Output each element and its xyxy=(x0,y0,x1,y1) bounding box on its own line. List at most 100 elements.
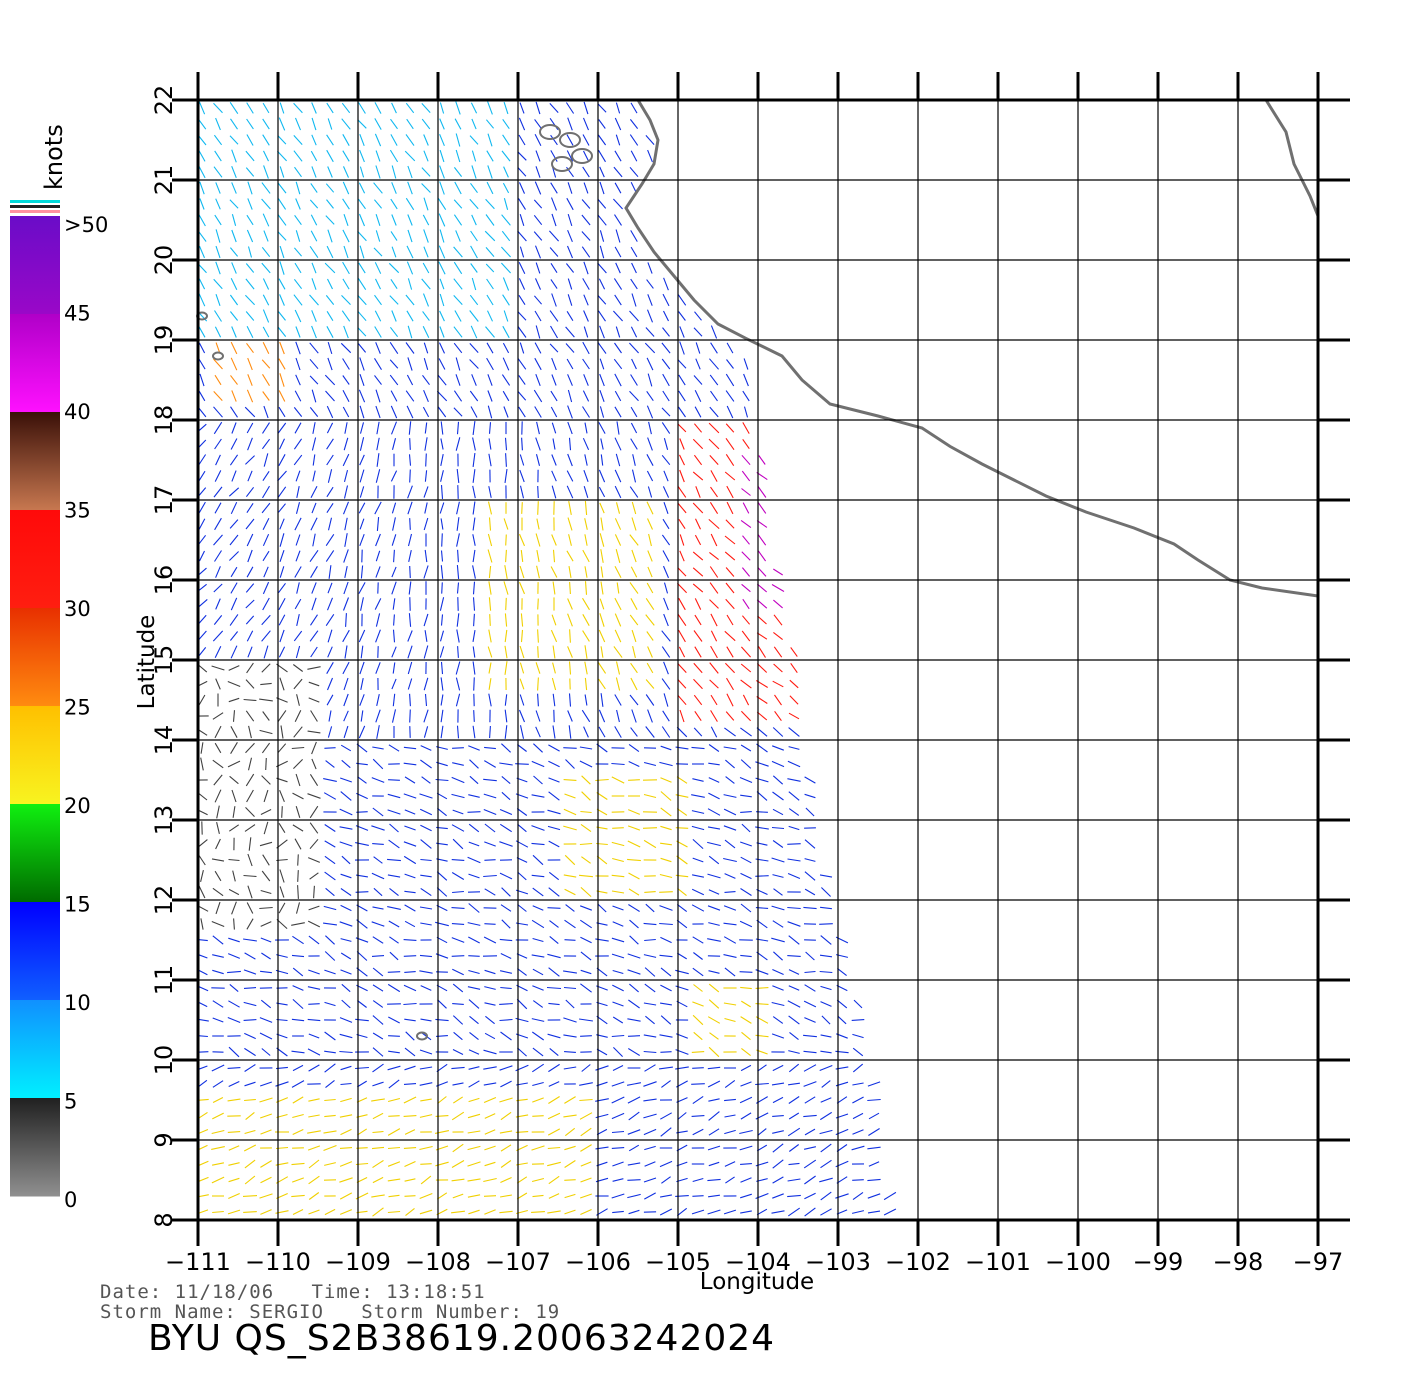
wind-vector xyxy=(438,358,446,370)
wind-vector xyxy=(403,841,417,847)
wind-vector xyxy=(755,761,769,767)
wind-vector xyxy=(835,1050,849,1054)
wind-vector xyxy=(307,666,321,670)
legend-unit-label: knots xyxy=(40,124,68,190)
wind-vector xyxy=(340,1082,352,1086)
wind-vector xyxy=(612,969,624,975)
wind-vector xyxy=(440,614,444,626)
wind-vector xyxy=(550,629,558,643)
wind-vector xyxy=(216,805,220,819)
wind-vector xyxy=(212,935,224,945)
wind-vector xyxy=(615,549,621,563)
wind-vector xyxy=(501,230,511,242)
wind-vector xyxy=(455,149,461,163)
wind-vector xyxy=(439,502,445,514)
wind-vector xyxy=(485,326,495,338)
wind-vector xyxy=(227,1131,241,1133)
wind-vector xyxy=(852,1033,864,1039)
wind-vector xyxy=(310,150,318,162)
wind-vector xyxy=(291,1194,305,1198)
wind-vector xyxy=(725,598,735,610)
wind-vector xyxy=(243,1144,257,1152)
wind-vector xyxy=(437,1096,447,1104)
wind-vector xyxy=(499,841,513,847)
wind-vector xyxy=(772,745,784,751)
wind-vector xyxy=(852,1082,864,1086)
wind-vector xyxy=(312,533,316,547)
wind-vector xyxy=(552,725,556,739)
wind-vector xyxy=(358,102,366,114)
wind-vector xyxy=(423,197,429,211)
wind-vector xyxy=(324,1114,336,1118)
wind-vector xyxy=(420,824,432,832)
wind-vector xyxy=(263,150,269,162)
wind-vector xyxy=(403,984,417,992)
wind-vector xyxy=(280,725,284,739)
wind-vector xyxy=(390,405,398,419)
wind-vector xyxy=(550,197,558,211)
wind-vector xyxy=(372,807,384,817)
wind-vector xyxy=(547,1033,561,1039)
wind-vector xyxy=(278,311,286,321)
wind-vector xyxy=(787,906,801,910)
wind-vector xyxy=(232,806,236,818)
wind-vector xyxy=(518,375,526,385)
wind-vector xyxy=(643,761,657,767)
wind-vector xyxy=(883,1208,897,1216)
wind-vector xyxy=(327,229,333,243)
wind-vector xyxy=(598,486,606,498)
wind-vector xyxy=(215,117,221,131)
wind-vector xyxy=(629,582,639,594)
wind-vector xyxy=(472,646,476,658)
wind-vector xyxy=(551,357,557,371)
wind-vector xyxy=(583,310,589,322)
wind-vector xyxy=(388,779,400,781)
wind-vector xyxy=(677,502,687,514)
wind-vector xyxy=(345,613,347,627)
wind-vector xyxy=(693,952,703,960)
wind-vector xyxy=(483,778,497,782)
wind-vector xyxy=(211,920,225,928)
wind-vector xyxy=(403,1147,417,1149)
wind-vector xyxy=(660,842,672,846)
wind-vector xyxy=(694,646,702,658)
wind-vector xyxy=(691,874,705,878)
wind-vector xyxy=(486,357,494,371)
wind-vector xyxy=(228,697,240,703)
wind-vector xyxy=(324,855,336,865)
wind-vector xyxy=(708,422,720,434)
wind-vector xyxy=(771,1210,785,1214)
wind-vector xyxy=(708,777,720,783)
wind-vector xyxy=(409,518,411,530)
wind-vector xyxy=(340,1065,352,1071)
wind-vector xyxy=(519,214,525,226)
color-legend xyxy=(10,216,60,1197)
wind-vector xyxy=(567,453,573,467)
wind-vector xyxy=(387,874,401,878)
wind-vector xyxy=(709,551,719,561)
wind-vector xyxy=(788,935,800,945)
wind-vector xyxy=(694,389,702,403)
wind-vector xyxy=(867,1146,881,1150)
wind-vector xyxy=(501,887,511,897)
wind-vector xyxy=(787,921,801,927)
wind-vector xyxy=(230,118,238,130)
wind-vector xyxy=(599,502,605,514)
wind-vector xyxy=(647,437,653,451)
wind-vector xyxy=(407,630,413,642)
wind-vector xyxy=(355,842,369,846)
coastline-mexico xyxy=(624,99,1319,598)
wind-vector xyxy=(327,341,333,355)
wind-vector xyxy=(552,662,556,674)
wind-vector xyxy=(502,118,510,130)
wind-vector xyxy=(853,999,863,1009)
wind-vector xyxy=(612,1161,624,1167)
wind-vector xyxy=(500,823,512,833)
wind-vector xyxy=(247,374,253,386)
wind-vector xyxy=(773,631,783,641)
wind-vector xyxy=(502,182,510,194)
lat-tick-label: 9 xyxy=(150,1132,178,1147)
wind-vector xyxy=(340,791,352,801)
wind-vector xyxy=(629,486,639,498)
wind-vector xyxy=(692,438,704,450)
